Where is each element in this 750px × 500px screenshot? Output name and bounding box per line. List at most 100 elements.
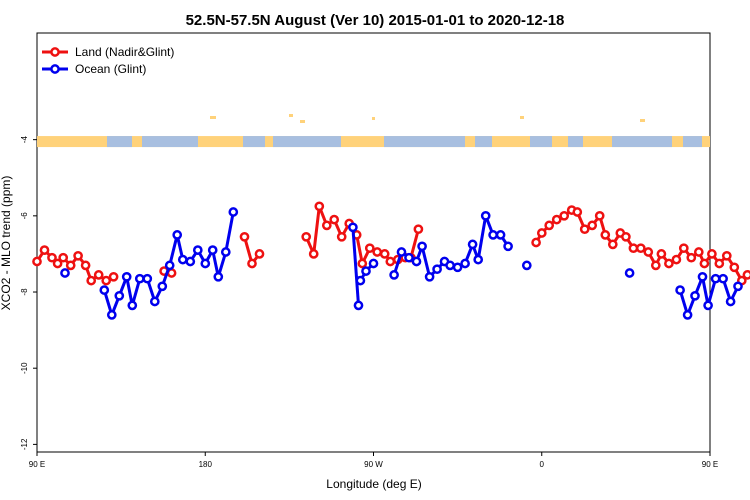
- legend-item-land: Land (Nadir&Glint): [42, 45, 174, 59]
- data-point: [600, 230, 611, 240]
- land-band-fleck: [289, 114, 293, 117]
- data-point: [579, 224, 590, 235]
- data-point: [32, 256, 42, 267]
- data-point: [228, 207, 239, 217]
- ocean-band-segment: [612, 136, 672, 148]
- data-point: [714, 258, 725, 269]
- data-point: [200, 258, 211, 269]
- data-point: [729, 262, 740, 273]
- data-point: [480, 210, 491, 221]
- data-point: [411, 256, 422, 267]
- data-point: [643, 247, 654, 257]
- data-point: [536, 228, 547, 238]
- data-point: [157, 281, 168, 292]
- data-point: [355, 275, 366, 286]
- data-point: [707, 249, 717, 259]
- data-point: [445, 260, 455, 271]
- x-tick-label: 0: [540, 460, 545, 469]
- land-band-fleck: [640, 119, 645, 122]
- ocean-band-segment: [568, 136, 583, 148]
- land-ocean-band: [37, 114, 710, 148]
- data-point: [39, 245, 50, 255]
- x-tick-label: 90 E: [29, 460, 45, 469]
- data-point: [60, 268, 70, 278]
- data-point: [149, 296, 160, 307]
- data-point: [127, 300, 138, 311]
- data-point: [348, 222, 358, 233]
- data-point: [65, 260, 76, 271]
- data-point: [357, 258, 368, 269]
- land-band-fleck: [520, 116, 524, 119]
- data-point: [572, 207, 583, 217]
- data-point: [424, 271, 435, 282]
- ocean-band-segment: [530, 136, 552, 148]
- data-point: [73, 250, 83, 261]
- y-tick-label: -12: [20, 438, 29, 450]
- data-point: [621, 231, 631, 242]
- x-tick-label: 90 W: [364, 460, 383, 469]
- y-tick-label: -10: [20, 362, 29, 374]
- data-point: [368, 258, 379, 269]
- data-point: [353, 300, 364, 311]
- data-point: [164, 260, 175, 271]
- y-axis-label: XCO2 - MLO trend (ppm): [0, 176, 13, 311]
- data-point: [47, 252, 57, 263]
- data-point: [521, 260, 532, 271]
- data-point: [101, 275, 112, 286]
- data-point: [693, 247, 704, 257]
- data-point: [733, 281, 743, 292]
- y-tick-label: -8: [20, 288, 29, 296]
- legend-item-ocean: Ocean (Glint): [42, 62, 146, 76]
- data-point: [108, 271, 119, 282]
- data-point: [207, 245, 218, 255]
- data-point: [594, 210, 605, 221]
- data-point: [725, 296, 736, 307]
- data-point: [52, 258, 63, 269]
- data-point: [80, 260, 91, 271]
- data-point: [396, 247, 407, 257]
- data-point: [142, 273, 153, 284]
- data-point: [721, 250, 732, 261]
- x-axis: 90 E 180 90 W 0 90 E: [29, 452, 718, 469]
- data-point: [697, 271, 708, 282]
- data-point: [417, 241, 427, 252]
- data-point: [177, 254, 188, 265]
- data-point: [321, 220, 332, 231]
- data-point: [254, 249, 265, 259]
- ocean-band-segment: [683, 136, 702, 148]
- data-point: [495, 230, 506, 240]
- ocean-band-segment: [243, 136, 265, 148]
- data-point: [742, 270, 750, 280]
- data-point: [106, 310, 117, 320]
- data-point: [587, 220, 598, 231]
- data-point: [239, 231, 250, 242]
- legend-land-marker: [50, 47, 60, 57]
- legend-ocean-marker: [50, 64, 60, 74]
- data-point: [503, 241, 513, 252]
- series-layer: [32, 201, 750, 320]
- data-point: [86, 275, 97, 286]
- data-point: [361, 266, 371, 276]
- ocean-band-segment: [475, 136, 492, 148]
- data-point: [185, 256, 196, 267]
- data-point: [172, 230, 183, 240]
- data-point: [192, 245, 203, 255]
- data-point: [635, 243, 646, 254]
- legend-ocean-label: Ocean (Glint): [75, 62, 146, 76]
- data-point: [336, 231, 347, 242]
- y-axis: -4 -6 -8 -10 -12: [20, 136, 37, 450]
- data-point: [404, 252, 414, 263]
- data-point: [114, 290, 125, 301]
- y-tick-label: -6: [20, 212, 29, 220]
- data-point: [467, 239, 478, 250]
- data-point: [432, 264, 442, 275]
- data-point: [628, 243, 639, 254]
- data-point: [656, 249, 667, 259]
- data-point: [308, 249, 319, 259]
- data-point: [690, 290, 700, 301]
- data-point: [385, 256, 396, 267]
- data-point: [372, 247, 383, 257]
- data-point: [364, 243, 375, 254]
- data-point: [718, 273, 728, 284]
